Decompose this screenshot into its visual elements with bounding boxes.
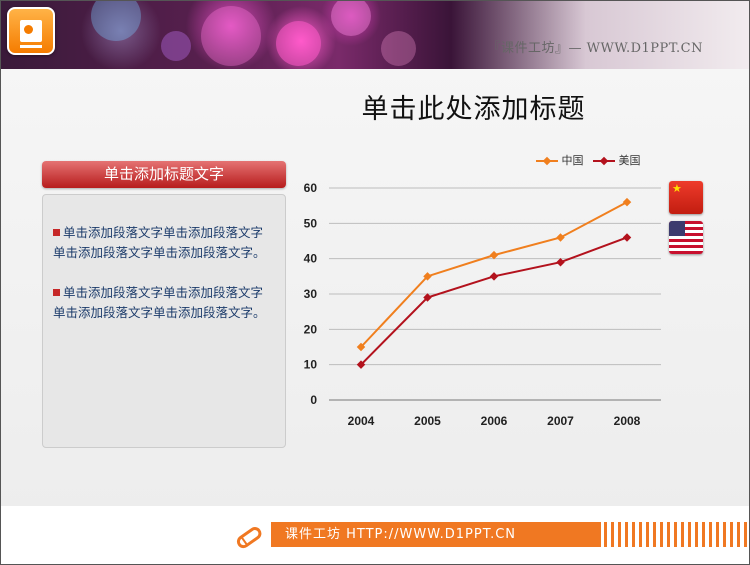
china-flag-icon: ★	[669, 181, 703, 214]
pencil-icon	[236, 527, 262, 549]
presentation-logo-icon	[7, 7, 55, 55]
y-tick-label: 50	[304, 216, 318, 230]
legend-usa-marker-icon	[593, 156, 615, 166]
y-tick-label: 30	[304, 287, 318, 301]
x-tick-label: 2004	[348, 414, 375, 428]
usa-flag-icon	[669, 221, 703, 254]
legend-label: 中国	[561, 154, 584, 167]
data-point	[489, 272, 499, 281]
y-tick-label: 40	[304, 252, 318, 266]
paragraph[interactable]: 单击添加段落文字单击添加段落文字单击添加段落文字单击添加段落文字。	[53, 285, 266, 320]
footer-stripes	[604, 522, 749, 547]
text-panel[interactable]: 单击添加段落文字单击添加段落文字单击添加段落文字单击添加段落文字。 单击添加段落…	[42, 194, 286, 448]
data-point	[356, 360, 366, 369]
footer-banner[interactable]: 课件工坊 HTTP://WWW.D1PPT.CN	[271, 522, 601, 547]
legend-label: 美国	[618, 154, 641, 167]
x-tick-label: 2006	[481, 414, 508, 428]
x-tick-label: 2007	[547, 414, 574, 428]
header-banner: 『课件工坊』— WWW.D1PPT.CN	[1, 1, 749, 69]
data-point	[556, 233, 565, 242]
data-point	[489, 250, 499, 260]
data-point	[622, 233, 632, 242]
legend-item: 中国	[536, 152, 584, 168]
legend-item: 美国	[593, 152, 641, 168]
y-tick-label: 10	[304, 358, 318, 372]
y-tick-label: 60	[304, 181, 318, 195]
data-point	[622, 197, 632, 207]
line-chart[interactable]: 0 10 20 30 40 50 60 2004 2005 2006 2007 2008	[291, 141, 711, 441]
y-tick-label: 20	[304, 322, 318, 336]
header-watermark: 『课件工坊』— WWW.D1PPT.CN	[487, 41, 703, 56]
data-point	[423, 293, 432, 302]
paragraph[interactable]: 单击添加段落文字单击添加段落文字单击添加段落文字单击添加段落文字。	[53, 225, 266, 260]
data-point	[356, 342, 366, 352]
square-bullet-icon	[53, 229, 60, 236]
chart-legend: 中国 美国	[536, 152, 647, 168]
square-bullet-icon	[53, 289, 60, 296]
slide-title[interactable]: 单击此处添加标题	[361, 94, 586, 125]
y-tick-label: 0	[310, 393, 317, 407]
data-point	[556, 257, 565, 267]
x-tick-label: 2005	[414, 414, 441, 428]
legend-china-marker-icon	[536, 156, 558, 166]
panel-heading[interactable]: 单击添加标题文字	[42, 161, 286, 188]
data-point	[423, 272, 432, 281]
x-tick-label: 2008	[614, 414, 641, 428]
